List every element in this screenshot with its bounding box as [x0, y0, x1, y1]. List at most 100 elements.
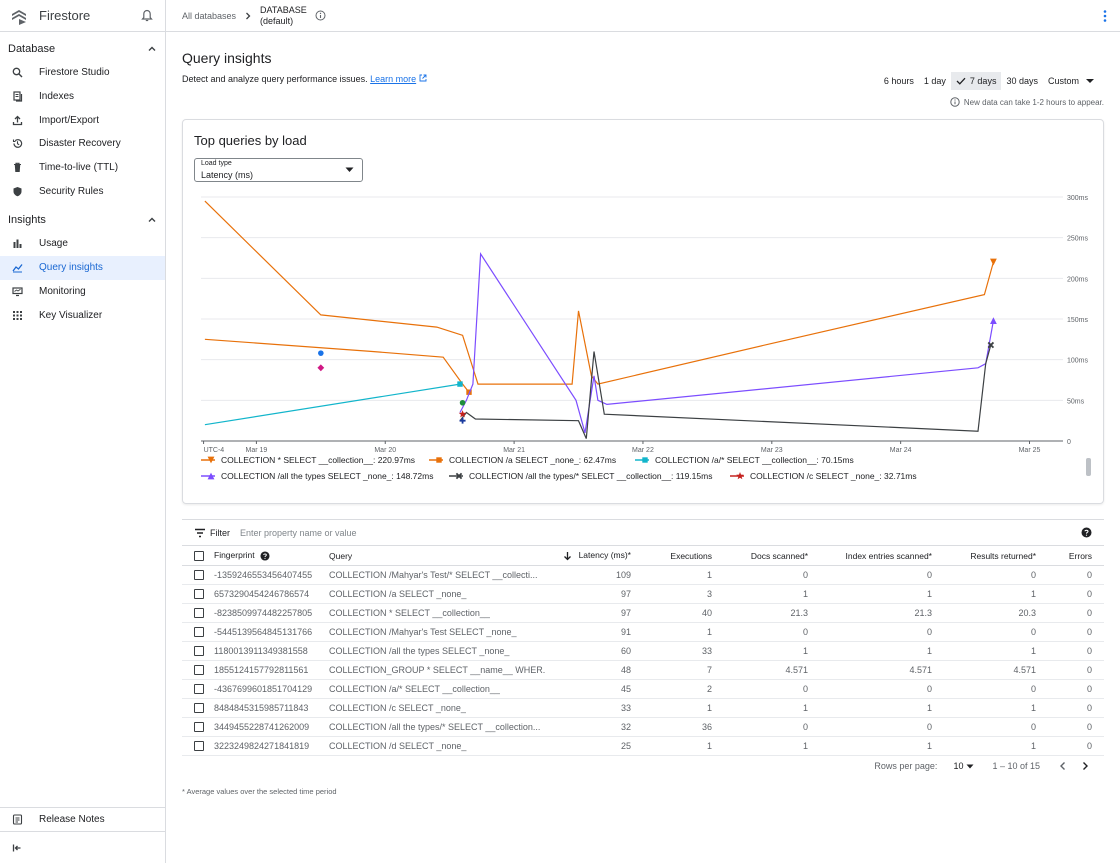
range-label: 7 days	[969, 76, 997, 86]
range-30-days[interactable]: 30 days	[1001, 72, 1043, 90]
table-row[interactable]: 1180013911349381558 COLLECTION /all the t…	[182, 641, 1104, 661]
table-row[interactable]: -8238509974482257805 COLLECTION * SELECT …	[182, 603, 1104, 623]
sidebar-item-disaster-recovery[interactable]: Disaster Recovery	[0, 132, 165, 156]
latency-cell: 91	[545, 622, 635, 642]
row-checkbox[interactable]	[194, 646, 204, 657]
next-page-button[interactable]	[1080, 761, 1090, 771]
series-line	[204, 338, 470, 393]
index-entries-header[interactable]: Index entries scanned*	[812, 545, 936, 566]
results-returned-cell: 0	[936, 622, 1040, 642]
collapse-sidebar-button[interactable]	[0, 831, 165, 863]
row-checkbox[interactable]	[194, 684, 204, 695]
bell-icon[interactable]	[140, 9, 154, 23]
range-1-day[interactable]: 1 day	[919, 72, 951, 90]
database-label: DATABASE	[260, 4, 307, 15]
data-point	[459, 417, 466, 424]
query-cell: COLLECTION /a SELECT _none_	[325, 584, 545, 604]
insights-section-header[interactable]: Insights	[0, 208, 165, 232]
sidebar-item-monitoring[interactable]: Monitoring	[0, 280, 165, 304]
sidebar-item-firestore-studio[interactable]: Firestore Studio	[0, 61, 165, 85]
main-content: Query insights Detect and analyze query …	[166, 32, 1120, 863]
table-row[interactable]: 1855124157792811561 COLLECTION_GROUP * SE…	[182, 660, 1104, 680]
row-select-cell	[182, 679, 210, 699]
load-type-select[interactable]: Load type Latency (ms)	[194, 158, 363, 182]
legend-scrollbar[interactable]	[1086, 458, 1091, 476]
errors-header[interactable]: Errors	[1040, 545, 1104, 566]
fingerprint-header[interactable]: Fingerprint	[210, 545, 325, 566]
x-tick-label: Mar 25	[1019, 447, 1041, 454]
row-checkbox[interactable]	[194, 722, 204, 733]
query-cell: COLLECTION /Mahyar's Test SELECT _none_	[325, 622, 545, 642]
breadcrumb-all-databases[interactable]: All databases	[182, 10, 237, 21]
row-checkbox[interactable]	[194, 665, 204, 676]
sidebar-item-ttl[interactable]: Time-to-live (TTL)	[0, 156, 165, 180]
legend-label: COLLECTION /a/* SELECT __collection__: 7…	[655, 455, 854, 465]
sidebar-item-security-rules[interactable]: Security Rules	[0, 179, 165, 203]
row-checkbox[interactable]	[194, 741, 204, 752]
help-icon[interactable]	[1081, 527, 1092, 538]
sidebar-item-release-notes[interactable]: Release Notes	[0, 807, 165, 831]
app-name: Firestore	[39, 8, 91, 23]
table-row[interactable]: 3449455228741262009 COLLECTION /all the t…	[182, 717, 1104, 737]
query-header[interactable]: Query	[325, 545, 545, 566]
prev-page-button[interactable]	[1058, 761, 1068, 771]
sidebar-item-query-insights[interactable]: Query insights	[0, 255, 165, 280]
results-returned-header[interactable]: Results returned*	[936, 545, 1040, 566]
docs-scanned-header[interactable]: Docs scanned*	[716, 545, 812, 566]
range-7-days[interactable]: 7 days	[950, 72, 1002, 90]
filter-icon	[195, 528, 205, 537]
row-select-cell	[182, 584, 210, 604]
row-checkbox[interactable]	[194, 589, 204, 600]
table-row[interactable]: 6573290454246786574 COLLECTION /a SELECT …	[182, 584, 1104, 604]
docs-scanned-cell: 0	[716, 717, 812, 737]
legend-marker	[642, 457, 648, 463]
more-vert-icon[interactable]	[1102, 9, 1108, 23]
executions-cell: 1	[635, 736, 716, 756]
sidebar-item-indexes[interactable]: Indexes	[0, 85, 165, 109]
row-select-cell	[182, 603, 210, 623]
legend-marker	[455, 472, 463, 480]
table-row[interactable]: 3223249824271841819 COLLECTION /d SELECT …	[182, 736, 1104, 756]
table-row[interactable]: -1359246553456407455 COLLECTION /Mahyar's…	[182, 565, 1104, 585]
fingerprint-cell: 6573290454246786574	[210, 584, 325, 604]
results-returned-cell: 20.3	[936, 603, 1040, 623]
sidebar-item-usage[interactable]: Usage	[0, 232, 165, 256]
latency-header[interactable]: Latency (ms)*	[545, 545, 635, 566]
legend-label: COLLECTION /c SELECT _none_: 32.71ms	[750, 471, 917, 481]
table-filter-bar: Filter	[182, 519, 1104, 545]
sidebar-item-import-export[interactable]: Import/Export	[0, 108, 165, 132]
table-row[interactable]: -4367699601851704129 COLLECTION /a/* SELE…	[182, 679, 1104, 699]
series-line	[204, 383, 461, 426]
row-checkbox[interactable]	[194, 608, 204, 619]
query-cell: COLLECTION /a/* SELECT __collection__	[325, 679, 545, 699]
row-checkbox[interactable]	[194, 570, 204, 581]
x-tick-label: Mar 21	[503, 447, 525, 454]
learn-more-link[interactable]: Learn more	[370, 74, 416, 84]
latency-cell: 48	[545, 660, 635, 680]
chevron-right-icon	[246, 12, 251, 19]
row-checkbox[interactable]	[194, 703, 204, 714]
database-section-header[interactable]: Database	[0, 37, 165, 61]
filter-input[interactable]	[240, 527, 540, 538]
range-6-hours[interactable]: 6 hours	[879, 72, 919, 90]
range-custom-dropdown[interactable]: Custom	[1043, 72, 1100, 90]
table-row[interactable]: -5445139564845131766 COLLECTION /Mahyar's…	[182, 622, 1104, 642]
table-row[interactable]: 8484845315985711843 COLLECTION /c SELECT …	[182, 698, 1104, 718]
firestore-logo-icon	[12, 9, 26, 25]
column-label: Docs scanned*	[750, 550, 808, 561]
executions-header[interactable]: Executions	[635, 545, 716, 566]
rows-per-page-select[interactable]: 10	[953, 761, 974, 771]
select-all-checkbox[interactable]	[194, 550, 204, 561]
docs-scanned-cell: 1	[716, 641, 812, 661]
row-checkbox[interactable]	[194, 627, 204, 638]
legend-label: COLLECTION * SELECT __collection__: 220.…	[221, 455, 415, 465]
range-label: 30 days	[1006, 76, 1038, 86]
results-returned-cell: 1	[936, 584, 1040, 604]
row-select-cell	[182, 622, 210, 642]
sidebar-item-key-visualizer[interactable]: Key Visualizer	[0, 303, 165, 327]
info-icon[interactable]	[315, 10, 326, 21]
database-id: (default)	[260, 15, 294, 26]
help-icon[interactable]	[260, 551, 270, 561]
legend-marker	[207, 472, 215, 480]
breadcrumb-database[interactable]: DATABASE (default)	[260, 5, 307, 27]
